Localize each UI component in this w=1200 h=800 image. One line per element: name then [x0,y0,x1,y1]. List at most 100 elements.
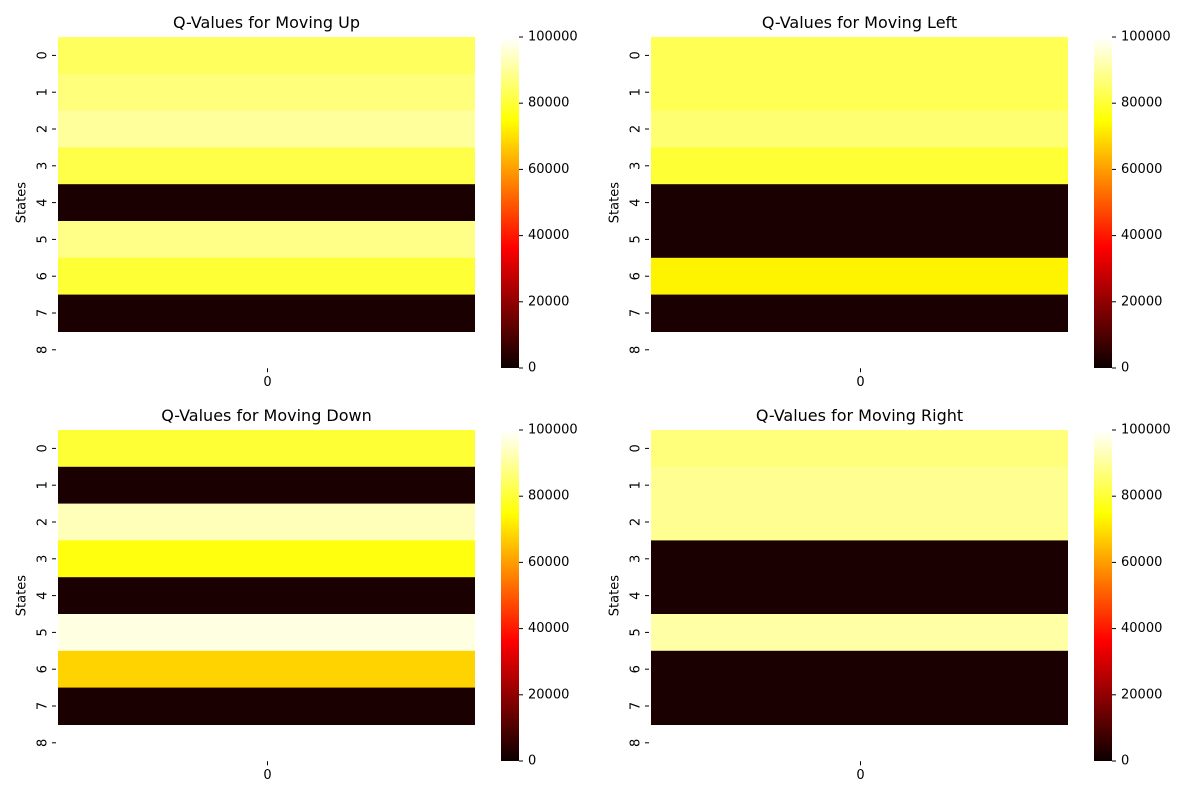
heatmap-cell [58,221,475,259]
y-tick-label: 8 [629,739,644,747]
chart-title: Q-Values for Moving Down [161,406,372,425]
heatmap-cell [651,37,1068,75]
colorbar-tick-label: 80000 [528,96,569,111]
heatmap-cell [651,184,1068,222]
chart-title: Q-Values for Moving Right [756,406,963,425]
y-tick-label: 4 [36,198,51,206]
y-tick-label: 8 [36,739,51,747]
heatmap-cell [651,650,1068,689]
y-tick-label: 2 [629,518,644,526]
colorbar-tick-label: 20000 [528,294,569,309]
heatmap-cell [651,466,1068,505]
colorbar [501,37,519,368]
colorbar-tick-label: 40000 [528,621,569,636]
heatmap-cell [58,147,475,185]
heatmap-cell [58,687,475,725]
colorbar [1094,430,1112,761]
heatmap-cell [58,110,475,148]
y-tick-label: 8 [629,346,644,354]
colorbar-tick-label: 60000 [1121,555,1162,570]
y-tick-label: 6 [629,272,644,280]
heatmap-cell [651,147,1068,185]
y-tick-label: 7 [629,309,644,317]
y-tick-label: 7 [36,309,51,317]
y-tick-label: 0 [629,51,644,59]
colorbar-tick-label: 20000 [1121,687,1162,702]
heatmap-cell [651,294,1068,332]
colorbar [1094,37,1112,368]
colorbar-tick-label: 20000 [1121,294,1162,309]
y-tick-label: 3 [36,162,51,170]
heatmap-cell [58,503,475,541]
y-tick-label: 2 [36,125,51,133]
heatmap-cell [58,650,475,689]
heatmap-cell [651,221,1068,259]
heatmap-cell [651,257,1068,296]
y-tick-label: 7 [36,702,51,710]
y-tick-label: 5 [629,628,644,636]
heatmap-cell [58,73,475,112]
colorbar-tick-label: 0 [528,361,536,376]
colorbar-tick-label: 80000 [528,489,569,504]
heatmap-cell [58,614,475,652]
colorbar-tick-label: 100000 [1121,423,1171,438]
x-tick-label: 0 [856,768,864,783]
heatmap-cell [58,430,475,468]
colorbar-tick-label: 20000 [528,687,569,702]
colorbar-tick-label: 100000 [1121,30,1171,45]
heatmap-cell [58,37,475,75]
heatmap-cell [651,110,1068,148]
y-tick-label: 6 [629,665,644,673]
heatmap-panel-3: Q-Values for Moving Right 0 1 2 3 4 5 6 7 8 States… [608,406,1171,783]
heatmap-cell [651,577,1068,615]
heatmap-cell [58,540,475,578]
y-axis-label: States [15,575,30,616]
y-tick-label: 5 [36,628,51,636]
y-axis-label: States [608,575,623,616]
y-tick-label: 2 [629,125,644,133]
colorbar-tick-label: 100000 [528,423,578,438]
colorbar-tick-label: 40000 [1121,621,1162,636]
chart-title: Q-Values for Moving Up [173,13,360,32]
colorbar-tick-label: 60000 [528,555,569,570]
y-axis-label: States [608,182,623,223]
y-tick-label: 3 [36,555,51,563]
y-axis-label: States [15,182,30,223]
y-tick-label: 3 [629,162,644,170]
y-tick-label: 5 [36,235,51,243]
chart-title: Q-Values for Moving Left [762,13,957,32]
colorbar-tick-label: 0 [528,754,536,769]
y-tick-label: 7 [629,702,644,710]
heatmap-cell [651,687,1068,725]
heatmap-cell [58,294,475,332]
colorbar-tick-label: 60000 [528,162,569,177]
heatmap-panel-2: Q-Values for Moving Down 0 1 2 3 4 5 6 7 8 States 0… [15,406,578,783]
y-tick-label: 5 [629,235,644,243]
y-tick-label: 0 [629,444,644,452]
y-tick-label: 2 [36,518,51,526]
y-tick-label: 0 [36,51,51,59]
heatmap-cell [58,184,475,222]
x-tick-label: 0 [856,375,864,390]
y-tick-label: 1 [36,88,51,96]
heatmap-panel-1: Q-Values for Moving Left 0 1 2 3 4 5 6 7 8 States 0… [608,13,1171,390]
y-tick-label: 4 [36,591,51,599]
colorbar-tick-label: 40000 [1121,228,1162,243]
heatmap-cell [651,503,1068,541]
heatmap-panel-0: Q-Values for Moving Up 0 1 2 3 4 5 6 7 8 States 0 0 2… [15,13,578,390]
y-tick-label: 4 [629,591,644,599]
y-tick-label: 3 [629,555,644,563]
x-tick-label: 0 [263,768,271,783]
heatmap-cell [58,257,475,296]
colorbar-tick-label: 0 [1121,754,1129,769]
y-tick-label: 6 [36,665,51,673]
y-tick-label: 8 [36,346,51,354]
heatmap-cell [58,466,475,505]
heatmap-cell [58,577,475,615]
y-tick-label: 0 [36,444,51,452]
heatmap-cell [651,73,1068,112]
y-tick-label: 1 [629,481,644,489]
y-tick-label: 4 [629,198,644,206]
colorbar-tick-label: 100000 [528,30,578,45]
